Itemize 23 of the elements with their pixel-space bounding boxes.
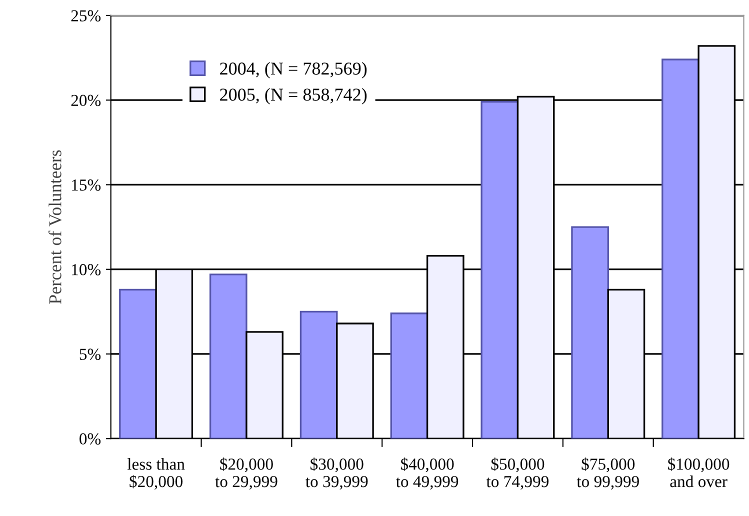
bar [571, 226, 609, 439]
y-tick-label: 5% [80, 348, 101, 360]
y-axis-title: Percent of Volunteers [48, 150, 62, 304]
legend-label: 2004, (N = 782,569) [220, 62, 367, 78]
x-tick-label: $50,000 to 74,999 [486, 458, 549, 490]
bar [119, 288, 157, 439]
x-tick-label: $30,000 to 39,999 [306, 458, 368, 490]
bar [390, 312, 428, 439]
bar [480, 100, 519, 439]
bar [662, 58, 700, 439]
x-tick-label: $75,000 to 99,999 [576, 458, 639, 490]
x-tick-label: $100,000 and over [668, 458, 730, 488]
y-tick-label: 20% [71, 94, 101, 106]
y-tick-label: 15% [72, 179, 101, 191]
x-tick-label: less than $20,000 [127, 458, 185, 490]
y-tick-label: 10% [72, 264, 101, 276]
x-tick-label: $20,000 to 29,999 [215, 458, 278, 490]
y-tick-label: 0% [80, 433, 101, 445]
legend-label: 2005, (N = 858,742) [220, 88, 367, 104]
bar [300, 310, 338, 439]
bar [209, 274, 248, 439]
x-tick-label: $40,000 to 49,999 [396, 458, 458, 490]
y-tick-label: 25% [71, 10, 101, 22]
